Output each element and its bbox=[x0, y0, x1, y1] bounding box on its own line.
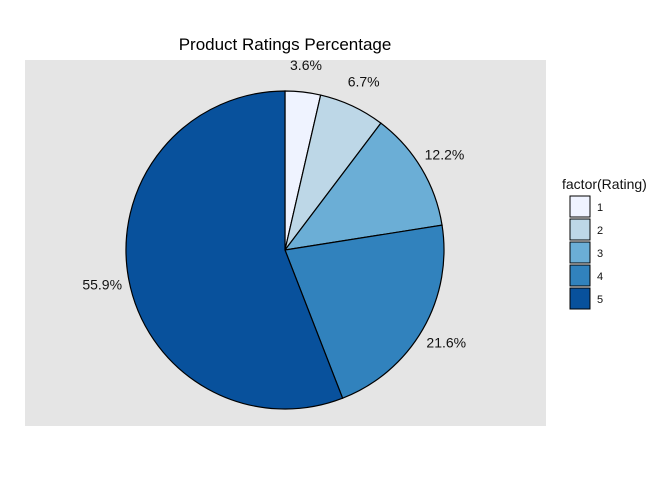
legend-label-rating-1: 1 bbox=[597, 202, 603, 214]
legend-title: factor(Rating) bbox=[562, 176, 647, 192]
pie-slice-rating-3 bbox=[283, 122, 443, 251]
percent-label-rating-2: 6.7% bbox=[348, 73, 380, 89]
pie-slices bbox=[125, 90, 445, 410]
legend-swatch-rating-2 bbox=[569, 218, 591, 241]
pie-slice-rating-5 bbox=[125, 90, 344, 410]
legend-swatch-rating-4 bbox=[569, 264, 591, 287]
percent-label-rating-3: 12.2% bbox=[425, 146, 465, 162]
percent-label-rating-4: 21.6% bbox=[426, 335, 466, 351]
pie-slice-rating-4 bbox=[284, 224, 445, 399]
legend-label-rating-5: 5 bbox=[597, 294, 603, 306]
legend-swatch-rating-1 bbox=[569, 195, 591, 218]
chart-title: Product Ratings Percentage bbox=[179, 35, 392, 54]
legend: factor(Rating) 1 2 3 4 5 bbox=[562, 176, 647, 310]
legend-swatch-rating-5 bbox=[569, 287, 591, 310]
percent-label-rating-1: 3.6% bbox=[290, 57, 322, 73]
legend-label-rating-3: 3 bbox=[597, 248, 603, 260]
legend-label-rating-2: 2 bbox=[597, 225, 603, 237]
percent-labels: 3.6% 6.7% 12.2% 21.6% 55.9% bbox=[82, 57, 466, 350]
legend-label-rating-4: 4 bbox=[597, 271, 603, 283]
legend-swatch-rating-3 bbox=[569, 241, 591, 264]
percent-label-rating-5: 55.9% bbox=[82, 276, 122, 292]
